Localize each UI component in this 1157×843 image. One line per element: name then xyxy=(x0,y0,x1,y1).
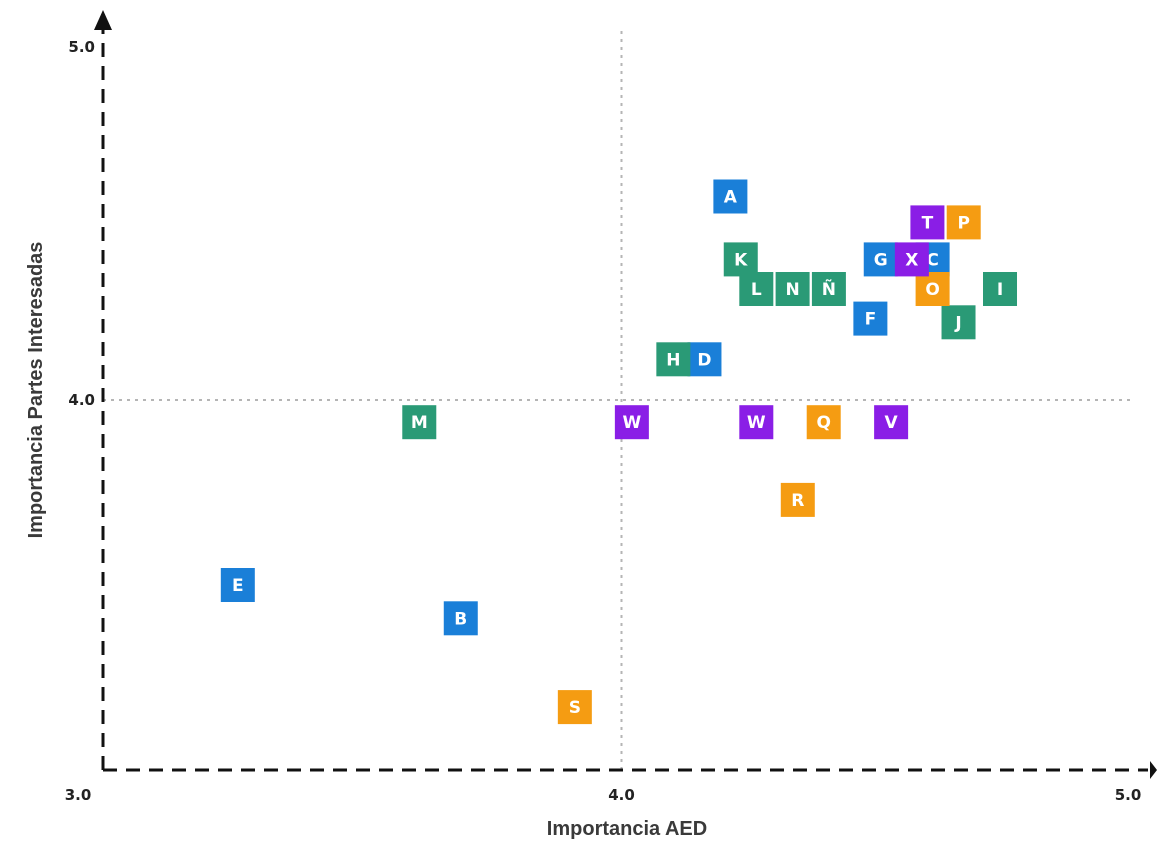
scatter-point-label: H xyxy=(666,350,680,370)
scatter-point: V xyxy=(874,405,909,440)
scatter-point-label: W xyxy=(747,413,766,433)
scatter-point-label: Q xyxy=(816,413,830,433)
scatter-point-label: J xyxy=(954,313,961,333)
scatter-point-marker xyxy=(687,342,722,377)
scatter-point: X xyxy=(894,242,929,277)
scatter-point-marker xyxy=(910,205,945,240)
scatter-point: S xyxy=(557,690,592,725)
y-axis-arrow-icon xyxy=(94,10,112,30)
scatter-point-marker xyxy=(806,405,841,440)
scatter-point: F xyxy=(853,301,888,336)
scatter-point: E xyxy=(220,568,255,602)
scatter-point-marker xyxy=(739,405,774,440)
scatter-point-marker xyxy=(614,405,649,440)
scatter-point: B xyxy=(443,601,478,636)
scatter-point-marker xyxy=(941,305,976,340)
scatter-point-label: K xyxy=(734,250,748,270)
x-tick-label: 4.0 xyxy=(608,786,635,804)
scatter-point-label: V xyxy=(885,413,899,433)
scatter-point-label: I xyxy=(997,280,1003,300)
y-tick-label: 5.0 xyxy=(68,38,95,56)
scatter-point-label: O xyxy=(925,280,939,300)
scatter-point: W xyxy=(614,405,649,440)
scatter-point-label: S xyxy=(569,698,581,718)
scatter-point-marker xyxy=(863,242,898,277)
scatter-point-marker xyxy=(402,405,437,440)
scatter-point-marker xyxy=(739,272,774,306)
scatter-point: W xyxy=(739,405,774,440)
points-layer: A B C D E F G H I J KL M N Ñ O P Q R S T V W W X xyxy=(220,179,1018,725)
scatter-point-marker xyxy=(915,272,950,306)
y-tick-label: 4.0 xyxy=(68,391,95,409)
scatter-point-marker xyxy=(656,342,691,377)
scatter-point-label: E xyxy=(232,576,244,596)
scatter-point: Ñ xyxy=(811,272,846,306)
scatter-point-marker xyxy=(946,205,981,240)
scatter-point-label: A xyxy=(724,188,738,208)
scatter-point-label: G xyxy=(874,250,888,270)
scatter-point: P xyxy=(946,205,981,240)
scatter-point-marker xyxy=(853,301,888,336)
scatter-point: N xyxy=(775,272,810,306)
scatter-point: D xyxy=(687,342,722,377)
scatter-point: A xyxy=(713,179,748,214)
scatter-point: Q xyxy=(806,405,841,440)
scatter-point-marker xyxy=(220,568,255,602)
scatter-point-label: Ñ xyxy=(822,277,836,300)
scatter-point-marker xyxy=(775,272,810,306)
scatter-point-marker xyxy=(780,482,815,517)
scatter-point: T xyxy=(910,205,945,240)
x-tick-label: 3.0 xyxy=(65,786,92,804)
scatter-point-label: M xyxy=(411,413,428,433)
scatter-point-marker xyxy=(894,242,929,277)
x-axis-arrow-icon xyxy=(1150,761,1157,779)
scatter-point-label: D xyxy=(697,350,711,370)
scatter-point: I xyxy=(983,272,1018,306)
scatter-point-label: L xyxy=(751,280,762,300)
scatter-point: G xyxy=(863,242,898,277)
scatter-point-marker xyxy=(713,179,748,214)
scatter-point: L xyxy=(739,272,774,306)
scatter-point-label: R xyxy=(791,491,804,511)
scatter-point-label: B xyxy=(454,609,467,629)
scatter-point-marker xyxy=(723,242,758,277)
x-tick-label: 5.0 xyxy=(1115,786,1142,804)
scatter-point: K xyxy=(723,242,758,277)
scatter-point: H xyxy=(656,342,691,377)
scatter-point-marker xyxy=(443,601,478,636)
scatter-point-marker xyxy=(557,690,592,725)
scatter-point-marker xyxy=(811,272,846,306)
scatter-point: R xyxy=(780,482,815,517)
scatter-point: M xyxy=(402,405,437,440)
scatter-point-label: F xyxy=(865,310,877,330)
scatter-point: J xyxy=(941,305,976,340)
y-axis-title: Importancia Partes Interesadas xyxy=(25,242,47,539)
scatter-point-label: N xyxy=(785,280,799,300)
scatter-point-label: P xyxy=(957,213,969,233)
scatter-point-label: T xyxy=(922,213,934,233)
scatter-point-marker xyxy=(983,272,1018,306)
scatter-point: O xyxy=(915,272,950,306)
scatter-point-label: W xyxy=(622,413,641,433)
scatter-point-label: X xyxy=(905,250,918,270)
scatter-point-marker xyxy=(874,405,909,440)
x-axis-title: Importancia AED xyxy=(547,818,707,840)
scatter-point-label: C xyxy=(926,250,938,270)
